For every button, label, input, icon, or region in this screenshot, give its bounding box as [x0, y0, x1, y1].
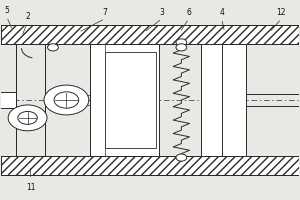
- Circle shape: [176, 44, 187, 51]
- Text: 11: 11: [26, 183, 35, 192]
- Circle shape: [48, 44, 58, 51]
- Text: 7: 7: [103, 8, 108, 17]
- Bar: [16, 44, 46, 156]
- Text: 4: 4: [219, 8, 224, 17]
- Circle shape: [8, 105, 47, 131]
- Circle shape: [18, 111, 37, 124]
- Text: 2: 2: [25, 12, 30, 21]
- Circle shape: [176, 39, 187, 46]
- Bar: [1, 156, 299, 175]
- Bar: [1, 92, 16, 108]
- Text: 12: 12: [277, 8, 286, 17]
- Bar: [201, 44, 246, 156]
- Bar: [1, 25, 299, 44]
- Circle shape: [54, 92, 79, 108]
- Bar: [90, 44, 159, 156]
- Circle shape: [44, 85, 89, 115]
- Bar: [105, 52, 156, 148]
- Circle shape: [176, 154, 187, 161]
- Bar: [46, 44, 90, 156]
- Text: 6: 6: [186, 8, 191, 17]
- Text: 5: 5: [4, 6, 9, 15]
- Text: 3: 3: [160, 8, 164, 17]
